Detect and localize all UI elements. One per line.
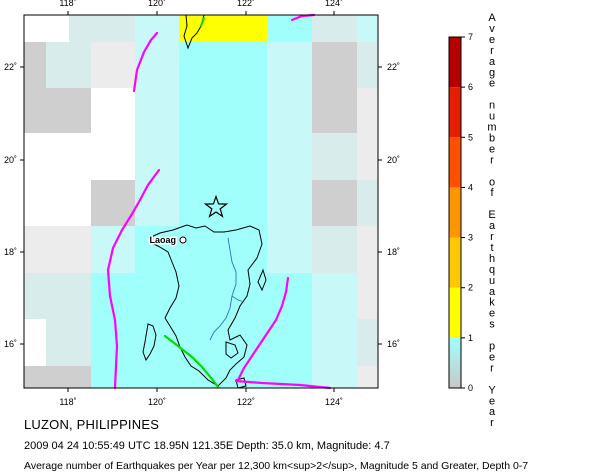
color-scale-title-letter: n: [489, 100, 495, 112]
lon-tick-label-118-bottom: 118˚: [59, 397, 76, 407]
color-scale-title-letter: u: [489, 111, 495, 123]
color-scale-title-letter: t: [490, 242, 493, 254]
lat-tick-label-18-left: 18˚: [4, 247, 17, 257]
color-scale-title-letter: e: [489, 351, 495, 363]
color-scale-block-0-1: [449, 337, 461, 388]
color-scale-title-letter: a: [489, 56, 496, 68]
star-icon: [203, 194, 229, 218]
subduction-trenches: [106, 13, 332, 390]
color-scale-title-letter: r: [490, 231, 494, 243]
color-scale-block-6-7: [449, 37, 461, 88]
city-laoag: Laoag: [148, 234, 187, 247]
color-scale-title-letter: g: [489, 67, 495, 79]
lon-tick-label-120-bottom: 120˚: [148, 397, 166, 407]
lat-tick-label-20-left: 20˚: [4, 155, 17, 165]
color-scale-title-letter: q: [489, 264, 495, 276]
color-scale-title-letter: e: [489, 143, 495, 155]
color-scale-title-letter: v: [489, 23, 495, 35]
lat-tick-label-20-right: 20˚: [387, 155, 400, 165]
lat-tick-label-16-left: 16˚: [4, 339, 17, 349]
color-scale-title-letter: a: [489, 220, 496, 232]
color-scale-title-letter: r: [490, 417, 494, 429]
color-scale-block-5-6: [449, 87, 461, 138]
region-title: LUZON, PHILIPPINES: [24, 417, 160, 432]
lon-tick-label-122-top: 122˚: [237, 0, 255, 8]
color-scale-title-letter: a: [489, 406, 496, 418]
color-scale-title-letter: f: [490, 187, 494, 199]
lon-tick-label-124-top: 124˚: [325, 0, 343, 8]
color-scale-block-2-3: [449, 237, 461, 288]
river: [209, 237, 245, 341]
color-scale-title-letter: p: [489, 341, 495, 353]
color-scale-tick-label: 1: [468, 333, 473, 343]
lat-tick-label-22-right: 22˚: [387, 62, 400, 72]
lon-tick-label-124-bottom: 124˚: [325, 397, 343, 407]
color-scale-tick-label: 7: [468, 32, 473, 42]
fault-line: [200, 17, 205, 27]
map-frame: [20, 11, 382, 392]
grid-cells: [24, 15, 378, 388]
color-scale-title-letter: e: [489, 308, 495, 320]
lat-tick-label-22-left: 22˚: [4, 62, 17, 72]
fault-line: [163, 334, 220, 389]
color-scale-block-1-2: [449, 287, 461, 338]
color-scale-title-letter: e: [489, 78, 495, 90]
color-scale-tick-label: 6: [468, 82, 473, 92]
color-scale-title-letter: r: [490, 154, 494, 166]
event-details: 2009 04 24 10:55:49 UTC 18.95N 121.35E D…: [24, 440, 390, 452]
color-scale-title-letter: E: [488, 209, 495, 221]
color-scale-title-letter: h: [489, 253, 495, 265]
color-scale-tick-label: 3: [468, 233, 473, 243]
color-scale-title-letter: u: [489, 275, 495, 287]
lat-tick-label-16-right: 16˚: [387, 339, 400, 349]
color-scale-title-letter: m: [487, 122, 496, 134]
color-scale-block-3-4: [449, 187, 461, 238]
color-scale-title-letter: b: [489, 132, 495, 144]
color-scale-block-4-5: [449, 137, 461, 188]
color-scale-tick-label: 0: [468, 383, 473, 393]
lat-tick-label-18-right: 18˚: [387, 247, 400, 257]
color-scale-title-letter: e: [489, 395, 495, 407]
color-scale-title-letter: r: [490, 45, 494, 57]
city-dot-icon: [179, 236, 187, 244]
color-scale-tick-label: 4: [468, 182, 473, 192]
color-scale-title-letter: A: [488, 12, 496, 24]
coastline: [142, 14, 267, 389]
lon-tick-label-120-top: 120˚: [148, 0, 166, 8]
color-scale-tick-label: 5: [468, 132, 473, 142]
city-label: Laoag: [149, 235, 176, 245]
color-scale-tick-label: 2: [468, 283, 473, 293]
color-scale-title-letter: o: [489, 176, 495, 188]
color-scale-title-letter: s: [489, 319, 495, 331]
yellow-cell: [179, 15, 267, 42]
color-scale-title-letter: k: [489, 297, 495, 309]
color-scale-title-letter: r: [490, 362, 494, 374]
map-description: Average number of Earthquakes per Year p…: [24, 460, 529, 472]
color-scale-title-letter: a: [489, 286, 496, 298]
color-scale-title-letter: e: [489, 34, 495, 46]
color-scale-title-letter: Y: [488, 384, 496, 396]
lon-tick-label-122-bottom: 122˚: [237, 397, 255, 407]
color-scale-frame: [448, 36, 462, 389]
lon-tick-label-118-top: 118˚: [59, 0, 76, 8]
